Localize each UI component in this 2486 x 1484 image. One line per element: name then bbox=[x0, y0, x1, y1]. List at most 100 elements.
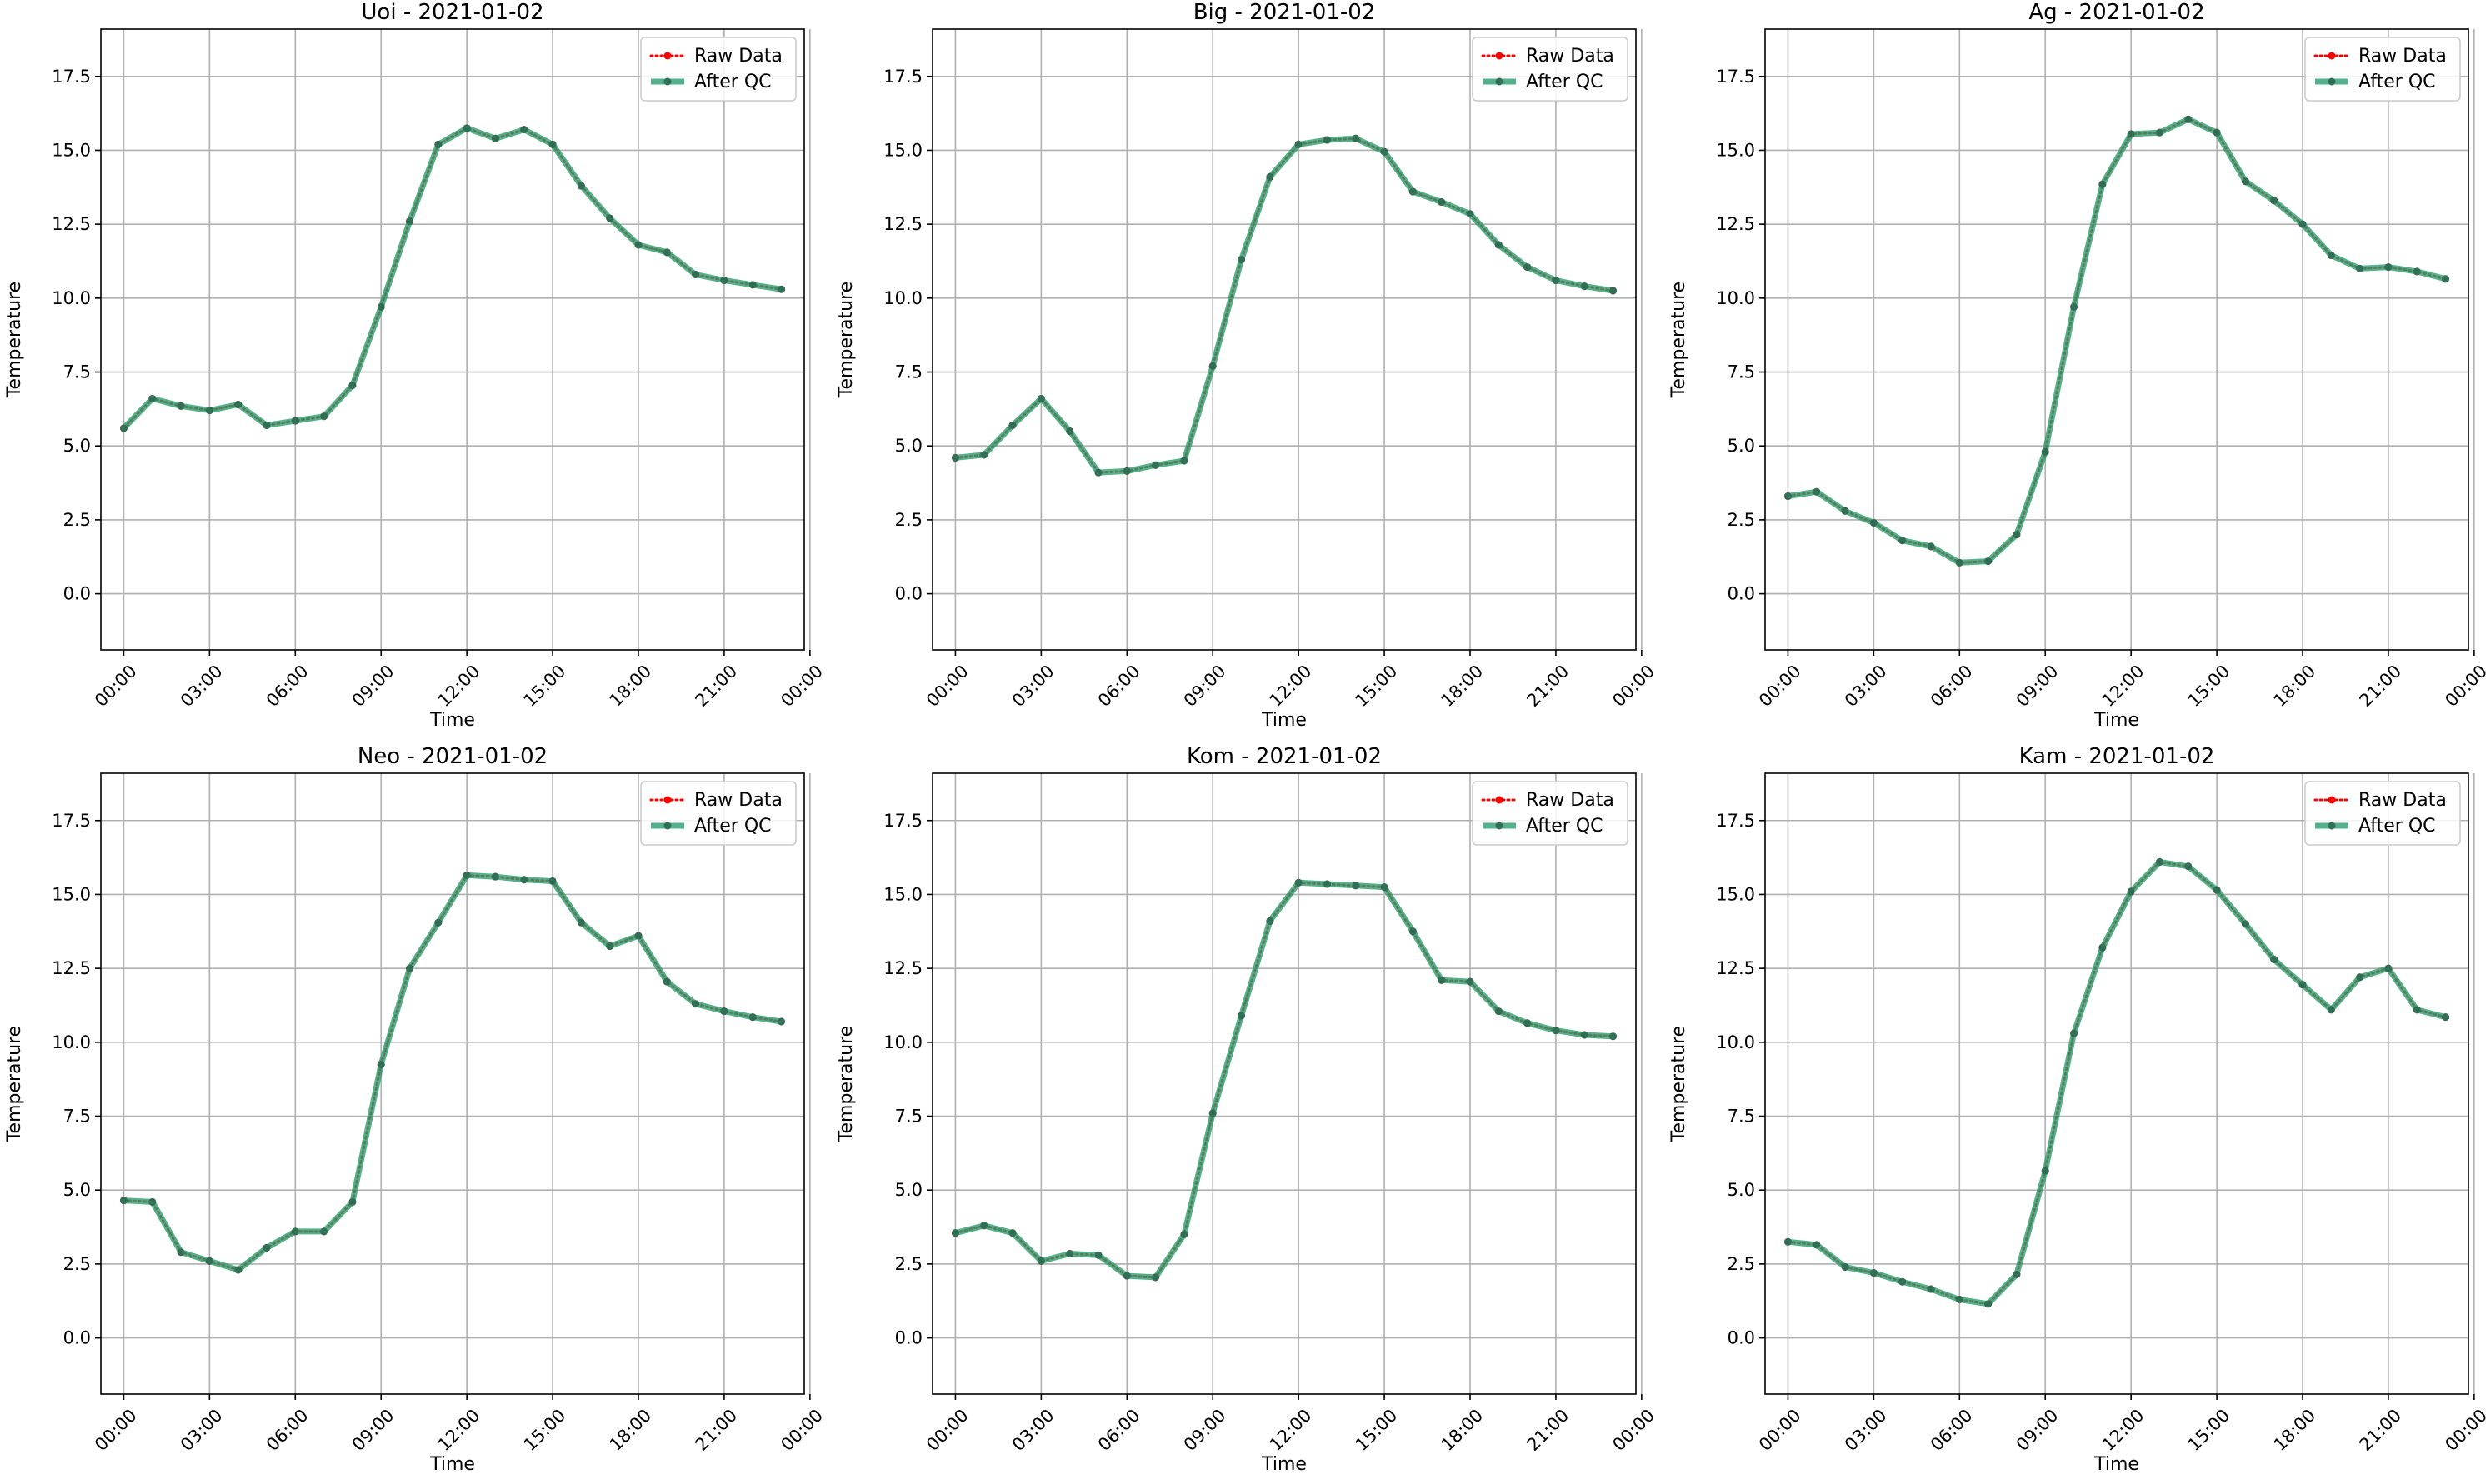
y-tick-label: 17.5 bbox=[1716, 67, 1755, 87]
x-axis-label: Time bbox=[2093, 710, 2139, 731]
x-tick-label: 21:00 bbox=[2355, 1405, 2405, 1455]
y-tick-label: 7.5 bbox=[63, 1107, 91, 1127]
point-after-qc bbox=[1438, 198, 1446, 207]
legend-label-raw-data: Raw Data bbox=[2358, 790, 2447, 811]
point-after-qc bbox=[1208, 362, 1217, 370]
y-tick-label: 2.5 bbox=[1728, 510, 1755, 530]
legend-marker-raw-data bbox=[1495, 52, 1503, 60]
point-after-qc bbox=[663, 977, 671, 986]
point-after-qc bbox=[2041, 1167, 2049, 1175]
point-after-qc bbox=[2155, 857, 2163, 866]
legend-marker-after-qc bbox=[663, 77, 672, 86]
point-after-qc bbox=[548, 140, 557, 148]
y-tick-label: 10.0 bbox=[52, 288, 91, 308]
point-after-qc bbox=[1094, 1251, 1103, 1259]
series-line-after-qc bbox=[121, 125, 783, 431]
axes-frame bbox=[1764, 772, 2469, 1395]
subplot-6: 0.0 2.5 5.0 7.5 10.0 12.5 15.0 17.5 00:00 03:00 06… bbox=[1668, 744, 2486, 1475]
legend-label-raw-data: Raw Data bbox=[2358, 46, 2447, 67]
point-after-qc bbox=[234, 1266, 243, 1274]
y-tick-label: 0.0 bbox=[1728, 584, 1755, 604]
subplot-1: 0.0 2.5 5.0 7.5 10.0 12.5 15.0 17.5 00:00 03:00 06… bbox=[4, 0, 827, 731]
y-tick-label: 15.0 bbox=[1716, 140, 1755, 160]
point-after-qc bbox=[1066, 1249, 1074, 1257]
point-after-qc bbox=[1180, 457, 1188, 465]
point-after-qc bbox=[1984, 557, 1993, 566]
x-tick-label: 03:00 bbox=[177, 661, 227, 711]
legend-marker-raw-data bbox=[663, 52, 672, 60]
point-after-qc bbox=[980, 451, 988, 459]
point-after-qc bbox=[463, 871, 471, 879]
y-tick-label: 15.0 bbox=[52, 884, 91, 904]
point-after-qc bbox=[1208, 1109, 1217, 1117]
point-after-qc bbox=[348, 1197, 357, 1206]
y-tick-label: 5.0 bbox=[895, 1180, 923, 1200]
point-after-qc bbox=[951, 453, 959, 462]
x-tick-label: 15:00 bbox=[1352, 661, 1402, 711]
legend-marker-raw-data bbox=[1495, 796, 1503, 804]
y-tick-label: 7.5 bbox=[895, 1107, 923, 1127]
series-line-raw-data bbox=[122, 873, 783, 1272]
y-tick-label: 5.0 bbox=[1728, 1180, 1755, 1200]
y-axis-label: Temperature bbox=[4, 1026, 25, 1142]
legend: Raw Data After QC bbox=[2304, 781, 2461, 846]
x-tick-label: 06:00 bbox=[1094, 661, 1144, 711]
x-tick-label: 21:00 bbox=[1523, 1405, 1573, 1455]
point-after-qc bbox=[291, 1227, 299, 1236]
point-after-qc bbox=[2127, 130, 2135, 138]
point-after-qc bbox=[1466, 977, 1474, 986]
y-tick-label: 10.0 bbox=[52, 1032, 91, 1052]
x-tick-label: 00:00 bbox=[777, 661, 827, 711]
point-after-qc bbox=[1783, 1237, 1792, 1246]
point-after-qc bbox=[1813, 487, 1821, 496]
point-after-qc bbox=[748, 1013, 757, 1022]
point-after-qc bbox=[2327, 251, 2335, 259]
point-after-qc bbox=[320, 412, 328, 421]
x-tick-label: 21:00 bbox=[691, 1405, 741, 1455]
point-after-qc bbox=[980, 1222, 988, 1230]
y-tick-label: 2.5 bbox=[895, 510, 923, 530]
y-tick-label: 2.5 bbox=[63, 1254, 91, 1274]
chart-title: Uoi - 2021-01-02 bbox=[361, 0, 543, 25]
point-after-qc bbox=[1841, 507, 1849, 515]
point-after-qc bbox=[1380, 883, 1388, 892]
point-after-qc bbox=[205, 407, 213, 415]
x-axis-label: Time bbox=[1261, 1454, 1307, 1475]
point-after-qc bbox=[1266, 917, 1274, 925]
point-after-qc bbox=[119, 1197, 128, 1205]
point-after-qc bbox=[377, 1060, 385, 1068]
legend-label-raw-data: Raw Data bbox=[694, 46, 783, 67]
point-after-qc bbox=[1841, 1262, 1849, 1271]
point-after-qc bbox=[1869, 1269, 1878, 1277]
y-axis-label: Temperature bbox=[1668, 1026, 1689, 1142]
point-after-qc bbox=[1523, 263, 1532, 272]
point-after-qc bbox=[2298, 981, 2307, 989]
x-tick-label: 00:00 bbox=[2441, 1405, 2486, 1455]
point-after-qc bbox=[2155, 128, 2163, 137]
legend-marker-raw-data bbox=[2328, 796, 2336, 804]
point-after-qc bbox=[1927, 1285, 1935, 1293]
point-after-qc bbox=[1552, 1027, 1560, 1035]
point-after-qc bbox=[1984, 1300, 1993, 1308]
series-line-raw-data bbox=[953, 137, 1615, 474]
y-tick-label: 0.0 bbox=[1728, 1328, 1755, 1348]
y-tick-label: 15.0 bbox=[883, 140, 923, 160]
subplot-3: 0.0 2.5 5.0 7.5 10.0 12.5 15.0 17.5 00:00 03:00 06… bbox=[1668, 0, 2486, 731]
y-tick-label: 15.0 bbox=[1716, 884, 1755, 904]
y-tick-label: 15.0 bbox=[52, 140, 91, 160]
point-after-qc bbox=[1955, 558, 1963, 567]
point-after-qc bbox=[406, 217, 414, 226]
point-after-qc bbox=[1238, 1012, 1246, 1020]
x-tick-label: 03:00 bbox=[177, 1405, 227, 1455]
x-tick-label: 18:00 bbox=[606, 1405, 656, 1455]
legend-label-after-qc: After QC bbox=[2358, 72, 2436, 92]
x-tick-label: 09:00 bbox=[1180, 661, 1230, 711]
x-axis-label: Time bbox=[2093, 1454, 2139, 1475]
y-tick-label: 10.0 bbox=[883, 1032, 923, 1052]
point-after-qc bbox=[1238, 256, 1246, 264]
series-line-raw-data bbox=[1786, 860, 2448, 1306]
point-after-qc bbox=[2070, 302, 2078, 311]
series-line-raw-data bbox=[953, 881, 1615, 1279]
point-after-qc bbox=[778, 1017, 786, 1026]
point-after-qc bbox=[491, 872, 499, 881]
